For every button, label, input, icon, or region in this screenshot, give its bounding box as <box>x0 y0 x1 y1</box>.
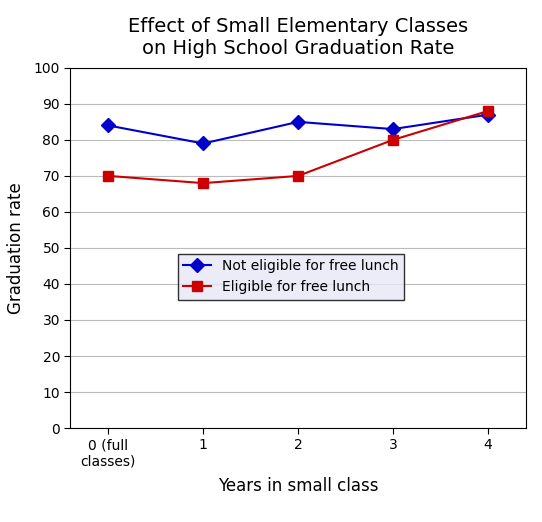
Eligible for free lunch <box>390 137 396 143</box>
Not eligible for free lunch <box>105 122 112 128</box>
Eligible for free lunch <box>200 180 207 186</box>
Not eligible for free lunch <box>485 112 491 118</box>
Not eligible for free lunch <box>200 140 207 147</box>
Eligible for free lunch <box>295 173 301 179</box>
Line: Not eligible for free lunch: Not eligible for free lunch <box>104 110 493 148</box>
Y-axis label: Graduation rate: Graduation rate <box>8 182 25 314</box>
Eligible for free lunch <box>105 173 112 179</box>
Legend: Not eligible for free lunch, Eligible for free lunch: Not eligible for free lunch, Eligible fo… <box>178 254 404 300</box>
Not eligible for free lunch <box>295 119 301 125</box>
Eligible for free lunch <box>485 108 491 114</box>
X-axis label: Years in small class: Years in small class <box>218 477 378 495</box>
Title: Effect of Small Elementary Classes
on High School Graduation Rate: Effect of Small Elementary Classes on Hi… <box>128 17 468 58</box>
Not eligible for free lunch <box>390 126 396 132</box>
Line: Eligible for free lunch: Eligible for free lunch <box>104 106 493 188</box>
